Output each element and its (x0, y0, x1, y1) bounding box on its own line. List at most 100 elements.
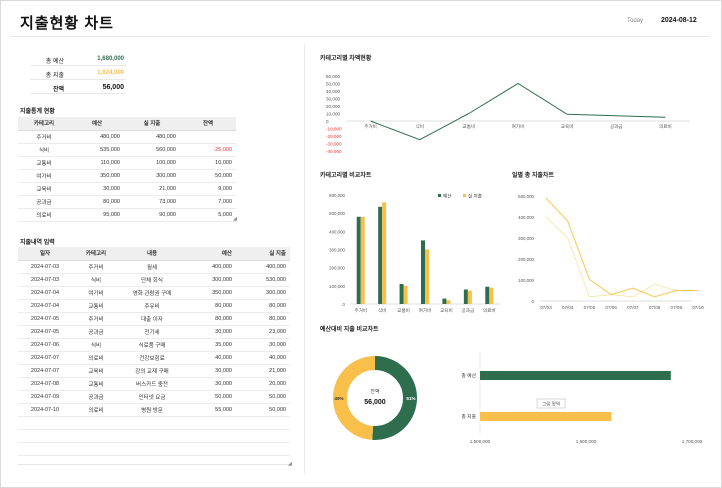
entry-cell[interactable]: 2024-07-05 (18, 312, 72, 326)
entry-cell[interactable]: 35,000 (184, 338, 236, 352)
entry-cell[interactable]: 55,000 (184, 403, 236, 417)
entry-empty-cell[interactable] (236, 442, 290, 456)
entry-cell[interactable]: 300,000 (184, 273, 236, 287)
entry-cell[interactable]: 2024-07-10 (18, 403, 72, 417)
stats-cell[interactable]: 교육비 (18, 182, 70, 196)
entry-cell[interactable]: 교육비 (72, 364, 120, 378)
entry-cell[interactable]: 2024-07-04 (18, 286, 72, 300)
entry-cell[interactable]: 월세 (120, 260, 184, 274)
entry-cell[interactable]: 공과금 (72, 390, 120, 404)
entry-cell[interactable]: 주거비 (72, 260, 120, 274)
stats-cell[interactable]: 여가비 (18, 169, 70, 183)
entry-cell[interactable]: 2024-07-06 (18, 338, 72, 352)
stats-cell[interactable]: 350,000 (70, 169, 124, 183)
entry-cell[interactable]: 21,000 (236, 364, 290, 378)
stats-cell[interactable] (180, 130, 236, 144)
entry-empty-cell[interactable] (72, 442, 120, 456)
stats-cell[interactable]: 480,000 (70, 130, 124, 144)
entry-cell[interactable]: 23,000 (236, 325, 290, 339)
stats-cell[interactable]: 110,000 (70, 156, 124, 170)
entry-cell[interactable]: 530,000 (236, 273, 290, 287)
stats-cell[interactable]: 의료비 (18, 208, 70, 222)
stats-cell[interactable]: 560,000 (124, 143, 180, 157)
entry-cell[interactable]: 병원 방문 (120, 403, 184, 417)
entry-cell[interactable]: 2024-07-07 (18, 351, 72, 365)
stats-resize-handle-icon[interactable]: ◢ (233, 216, 237, 222)
entry-cell[interactable]: 40,000 (236, 351, 290, 365)
entry-cell[interactable]: 300,000 (236, 286, 290, 300)
entry-cell[interactable]: 20,000 (236, 377, 290, 391)
entry-cell[interactable]: 전기세 (120, 325, 184, 339)
entry-cell[interactable]: 50,000 (184, 390, 236, 404)
entry-cell[interactable]: 의료비 (72, 403, 120, 417)
entry-empty-cell[interactable] (120, 416, 184, 430)
stats-cell[interactable]: 80,000 (70, 195, 124, 209)
stats-cell[interactable]: 50,000 (180, 169, 236, 183)
entry-cell[interactable]: 식료품 구매 (120, 338, 184, 352)
entry-cell[interactable]: 대출 이자 (120, 312, 184, 326)
entry-cell[interactable]: 2024-07-07 (18, 364, 72, 378)
entry-cell[interactable]: 인터넷 요금 (120, 390, 184, 404)
stats-cell[interactable]: 90,000 (124, 208, 180, 222)
entry-empty-cell[interactable] (236, 429, 290, 443)
entry-cell[interactable]: 30,000 (184, 325, 236, 339)
entry-empty-cell[interactable] (120, 429, 184, 443)
entry-cell[interactable]: 2024-07-03 (18, 273, 72, 287)
stats-cell[interactable]: 300,000 (124, 169, 180, 183)
entry-cell[interactable]: 80,000 (236, 312, 290, 326)
stats-cell[interactable]: 535,000 (70, 143, 124, 157)
entry-cell[interactable]: 강의 교재 구매 (120, 364, 184, 378)
entry-cell[interactable]: 2024-07-05 (18, 325, 72, 339)
stats-cell[interactable]: -25,000 (180, 143, 236, 157)
entry-empty-cell[interactable] (184, 429, 236, 443)
stats-cell[interactable]: 73,000 (124, 195, 180, 209)
entry-empty-cell[interactable] (236, 416, 290, 430)
entry-cell[interactable]: 주거비 (72, 312, 120, 326)
entry-cell[interactable]: 버스카드 충전 (120, 377, 184, 391)
entry-cell[interactable]: 400,000 (184, 260, 236, 274)
stats-cell[interactable]: 주거비 (18, 130, 70, 144)
entry-cell[interactable]: 식비 (72, 273, 120, 287)
resize-handle-icon[interactable]: ◢ (288, 461, 292, 467)
entry-cell[interactable]: 공과금 (72, 325, 120, 339)
entry-cell[interactable]: 2024-07-08 (18, 377, 72, 391)
entry-cell[interactable]: 30,000 (184, 377, 236, 391)
stats-cell[interactable]: 9,000 (180, 182, 236, 196)
stats-cell[interactable]: 10,000 (180, 156, 236, 170)
entry-empty-cell[interactable] (184, 442, 236, 456)
entry-cell[interactable]: 건강보험료 (120, 351, 184, 365)
stats-cell[interactable]: 식비 (18, 143, 70, 157)
entry-cell[interactable]: 30,000 (184, 364, 236, 378)
entry-cell[interactable]: 2024-07-04 (18, 299, 72, 313)
entry-cell[interactable]: 의료비 (72, 351, 120, 365)
stats-cell[interactable]: 7,000 (180, 195, 236, 209)
stats-cell[interactable]: 30,000 (70, 182, 124, 196)
stats-cell[interactable]: 100,000 (124, 156, 180, 170)
entry-cell[interactable]: 2024-07-09 (18, 390, 72, 404)
stats-cell[interactable]: 95,000 (70, 208, 124, 222)
entry-cell[interactable]: 교통비 (72, 299, 120, 313)
entry-cell[interactable]: 식비 (72, 338, 120, 352)
stats-cell[interactable]: 교통비 (18, 156, 70, 170)
entry-cell[interactable]: 50,000 (236, 403, 290, 417)
entry-empty-cell[interactable] (72, 429, 120, 443)
entry-cell[interactable]: 교통비 (72, 377, 120, 391)
entry-cell[interactable]: 50,000 (236, 390, 290, 404)
entry-cell[interactable]: 주유비 (120, 299, 184, 313)
entry-cell[interactable]: 80,000 (236, 299, 290, 313)
entry-empty-cell[interactable] (18, 442, 72, 456)
entry-empty-cell[interactable] (18, 416, 72, 430)
stats-cell[interactable]: 5,000 (180, 208, 236, 222)
entry-empty-cell[interactable] (120, 442, 184, 456)
entry-cell[interactable]: 350,000 (184, 286, 236, 300)
entry-empty-cell[interactable] (18, 429, 72, 443)
entry-cell[interactable]: 80,000 (184, 299, 236, 313)
entry-cell[interactable]: 여가비 (72, 286, 120, 300)
entry-cell[interactable]: 40,000 (184, 351, 236, 365)
stats-cell[interactable]: 480,000 (124, 130, 180, 144)
entry-cell[interactable]: 영화 관람권 구매 (120, 286, 184, 300)
entry-cell[interactable]: 400,000 (236, 260, 290, 274)
entry-cell[interactable]: 단체 회식 (120, 273, 184, 287)
entry-empty-cell[interactable] (72, 416, 120, 430)
entry-cell[interactable]: 80,000 (184, 312, 236, 326)
